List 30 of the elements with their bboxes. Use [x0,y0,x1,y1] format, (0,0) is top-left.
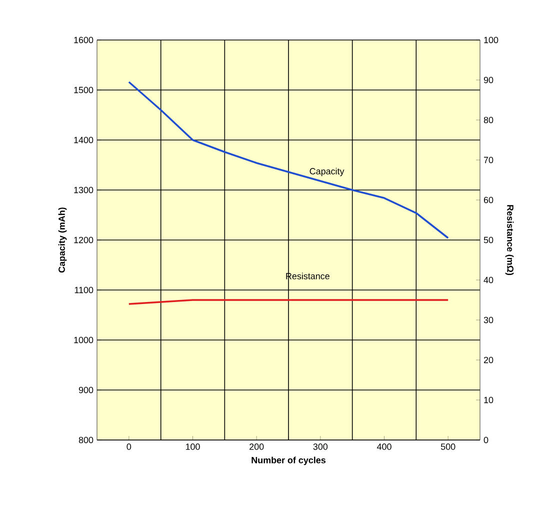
y2-tick-label: 70 [484,156,494,164]
x-tick-label: 0 [126,444,132,450]
y-tick-label: 1600 [74,36,94,44]
series-label: Capacity [310,168,344,176]
x-tick-label: 300 [313,444,328,450]
y2-tick-label: 100 [484,36,498,44]
y2-tick-label: 80 [484,116,494,124]
y-tick-label: 1200 [74,236,94,244]
y-tick-label: 1500 [74,86,94,94]
x-tick-label: 200 [250,444,264,450]
y2-tick-label: 10 [484,396,494,404]
x-tick-label: 400 [376,444,392,450]
y2-tick-label: 60 [484,196,494,204]
x-axis-title: Number of cycles [252,456,326,466]
y2-tick-label: 0 [484,436,488,444]
y-tick-label: 900 [78,386,94,394]
y-tick-label: 1000 [74,336,94,344]
y-tick-label: 1100 [74,286,94,294]
y2-tick-label: 30 [484,316,494,324]
x-tick-label: 500 [440,444,456,450]
y2-tick-label: 40 [484,276,494,284]
y2-tick-label: 50 [484,236,494,244]
y-axis-title: Capacity (mAh) [58,208,67,273]
y-tick-label: 1300 [74,186,94,194]
y-tick-label: 800 [78,436,94,444]
x-tick-label: 100 [186,444,200,450]
y2-tick-label: 20 [484,356,494,364]
y-tick-label: 1400 [74,136,94,144]
y2-axis-title: Resistance (mΩ) [505,205,514,276]
y2-tick-label: 90 [484,76,494,84]
